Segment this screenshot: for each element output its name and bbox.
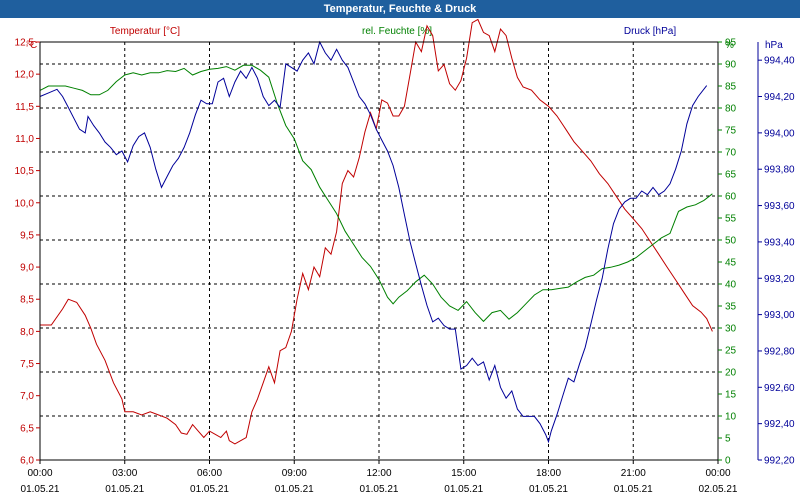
temperature-axis-label: Temperatur [°C] xyxy=(110,26,180,37)
temperature-tick-label: 7,5 xyxy=(20,359,34,370)
plot-frame xyxy=(39,41,759,461)
pressure-tick-label: 993,80 xyxy=(764,165,795,176)
temperature-tick-label: 12,0 xyxy=(15,70,35,81)
humidity-tick-label: 80 xyxy=(725,104,737,115)
temperature-tick-label: 10,0 xyxy=(15,198,35,209)
temperature-tick-label: 6,0 xyxy=(20,456,34,467)
x-tick-time-label: 09:00 xyxy=(282,468,307,479)
temperature-unit: °C xyxy=(26,40,37,51)
temperature-tick-label: 9,5 xyxy=(20,230,34,241)
temperature-tick-label: 6,5 xyxy=(20,423,34,434)
humidity-tick-label: 20 xyxy=(725,368,737,379)
pressure-tick-label: 992,40 xyxy=(764,419,795,430)
humidity-tick-label: 45 xyxy=(725,258,737,269)
pressure-tick-label: 993,40 xyxy=(764,237,795,248)
humidity-tick-label: 60 xyxy=(725,192,737,203)
humidity-series-line xyxy=(39,64,713,323)
tick-labels: 12,5 12,0 11,5 11,0 10,5 10,0 9,5 9,0 8,5 8,0 7,5 7… xyxy=(15,38,795,496)
humidity-tick-label: 65 xyxy=(725,170,737,181)
series-lines xyxy=(39,18,713,445)
humidity-unit: % xyxy=(725,40,734,51)
pressure-tick-label: 992,60 xyxy=(764,383,795,394)
grid xyxy=(40,42,718,460)
x-tick-time-label: 15:00 xyxy=(451,468,476,479)
temperature-series-line xyxy=(40,18,713,445)
x-tick-time-label: 03:00 xyxy=(112,468,137,479)
pressure-tick-label: 994,20 xyxy=(764,92,795,103)
x-tick-date-label: 01.05.21 xyxy=(105,484,144,495)
temperature-tick-label: 11,5 xyxy=(15,102,34,113)
pressure-tick-label: 993,60 xyxy=(764,201,795,212)
humidity-tick-label: 70 xyxy=(725,148,737,159)
x-tick-date-label: 01.05.21 xyxy=(275,484,314,495)
humidity-tick-label: 50 xyxy=(725,236,737,247)
humidity-tick-label: 0 xyxy=(725,456,731,467)
pressure-tick-label: 992,80 xyxy=(764,346,795,357)
pressure-axis-label: Druck [hPa] xyxy=(624,26,676,37)
pressure-tick-label: 994,00 xyxy=(764,128,795,139)
x-tick-time-label: 06:00 xyxy=(197,468,222,479)
chart-canvas: Temperatur [°C] rel. Feuchte [%] Druck [… xyxy=(15,18,795,496)
humidity-tick-label: 95 xyxy=(725,38,737,49)
humidity-tick-label: 85 xyxy=(725,82,737,93)
pressure-tick-label: 992,20 xyxy=(764,456,795,467)
x-tick-date-label: 01.05.21 xyxy=(529,484,568,495)
pressure-tick-label: 993,20 xyxy=(764,274,795,285)
humidity-tick-label: 5 xyxy=(725,434,731,445)
x-tick-time-label: 18:00 xyxy=(536,468,561,479)
pressure-tick-label: 993,00 xyxy=(764,310,795,321)
pressure-tick-label: 994,40 xyxy=(764,56,795,67)
x-tick-time-label: 00:00 xyxy=(705,468,730,479)
x-tick-date-label: 02.05.21 xyxy=(699,484,738,495)
temperature-tick-label: 7,0 xyxy=(20,391,34,402)
pressure-series-line xyxy=(39,40,708,444)
humidity-tick-label: 40 xyxy=(725,280,737,291)
humidity-tick-label: 55 xyxy=(725,214,737,225)
humidity-tick-label: 90 xyxy=(725,60,737,71)
x-tick-time-label: 12:00 xyxy=(366,468,391,479)
temperature-tick-label: 8,5 xyxy=(20,295,34,306)
humidity-tick-label: 15 xyxy=(725,390,737,401)
window-title: Temperatur, Feuchte & Druck xyxy=(0,0,800,18)
humidity-tick-label: 35 xyxy=(725,302,737,313)
humidity-tick-label: 30 xyxy=(725,324,737,335)
humidity-axis-label: rel. Feuchte [%] xyxy=(362,26,432,37)
temperature-tick-label: 9,0 xyxy=(20,263,34,274)
humidity-tick-label: 25 xyxy=(725,346,737,357)
x-tick-date-label: 01.05.21 xyxy=(21,484,60,495)
x-tick-time-label: 00:00 xyxy=(27,468,52,479)
temperature-tick-label: 10,5 xyxy=(15,166,35,177)
temperature-tick-label: 8,0 xyxy=(20,327,34,338)
x-tick-date-label: 01.05.21 xyxy=(614,484,653,495)
temperature-tick-label: 11,0 xyxy=(15,134,34,145)
x-tick-date-label: 01.05.21 xyxy=(444,484,483,495)
x-tick-date-label: 01.05.21 xyxy=(190,484,229,495)
humidity-tick-label: 75 xyxy=(725,126,737,137)
humidity-tick-label: 10 xyxy=(725,412,737,423)
pressure-unit: hPa xyxy=(765,40,783,51)
x-tick-date-label: 01.05.21 xyxy=(360,484,399,495)
x-tick-time-label: 21:00 xyxy=(621,468,646,479)
temperature-tick-label: 12,5 xyxy=(15,38,35,49)
